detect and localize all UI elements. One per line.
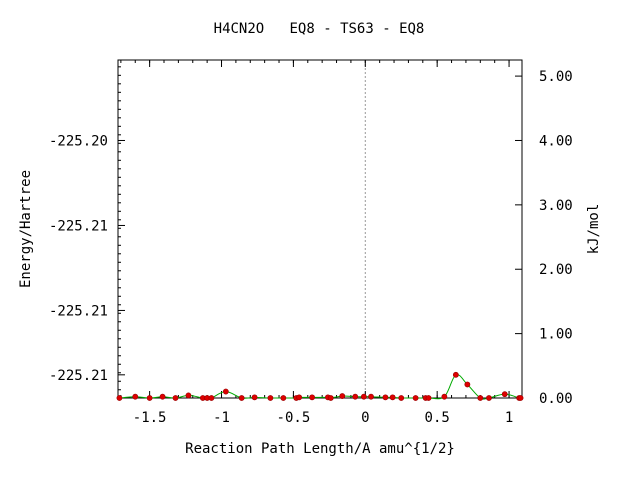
data-point bbox=[412, 395, 419, 401]
series-line bbox=[119, 374, 522, 400]
data-point bbox=[132, 393, 139, 400]
data-point bbox=[477, 395, 484, 401]
data-point bbox=[309, 394, 315, 401]
x-tick-label: 0 bbox=[361, 410, 369, 426]
data-point bbox=[146, 395, 153, 401]
y-axis-label-right: kJ/mol bbox=[586, 204, 602, 255]
x-axis-label: Reaction Path Length/A amu^{1/2} bbox=[185, 441, 455, 457]
y-tick-label-right: 3.00 bbox=[539, 198, 573, 214]
y-tick-label-right: 2.00 bbox=[539, 262, 573, 278]
y-tick-label-left: -225.20 bbox=[49, 133, 108, 149]
y-tick-label-left: -225.21 bbox=[49, 218, 108, 234]
data-point bbox=[280, 395, 287, 401]
chart-marks: -1.5 -1 -0.5 0 0.5 1 -225.20 -225.21 -225.21 -225… bbox=[49, 59, 573, 426]
x-tick-label: -1.5 bbox=[133, 410, 167, 426]
data-point bbox=[159, 393, 166, 400]
y-tick-label-right: 0.00 bbox=[539, 391, 573, 407]
data-point bbox=[251, 394, 258, 401]
data-point bbox=[296, 394, 303, 401]
data-point bbox=[441, 393, 448, 400]
y-tick-label-right: 1.00 bbox=[539, 327, 573, 343]
data-point bbox=[185, 392, 192, 399]
data-point bbox=[501, 391, 508, 398]
data-point bbox=[172, 395, 179, 401]
x-tick-label: -1 bbox=[213, 410, 230, 426]
y-tick-label-left: -225.21 bbox=[49, 303, 108, 319]
data-point bbox=[222, 388, 229, 395]
data-point bbox=[352, 393, 359, 400]
data-point bbox=[327, 395, 334, 401]
data-point bbox=[486, 395, 492, 401]
data-point bbox=[464, 381, 471, 388]
data-point bbox=[452, 371, 459, 378]
y-tick-label-right: 5.00 bbox=[539, 69, 573, 85]
y-tick-label-left: -225.21 bbox=[49, 368, 108, 384]
data-point bbox=[368, 393, 374, 400]
data-point bbox=[389, 394, 396, 401]
chart-title: H4CN2O EQ8 - TS63 - EQ8 bbox=[214, 21, 425, 37]
data-point bbox=[238, 395, 245, 401]
data-point bbox=[360, 393, 367, 400]
x-tick-label: -0.5 bbox=[277, 410, 311, 426]
x-tick-label: 0.5 bbox=[425, 410, 450, 426]
data-point bbox=[382, 394, 389, 401]
data-point bbox=[517, 395, 524, 401]
data-point bbox=[398, 395, 405, 401]
plot-frame bbox=[117, 59, 523, 399]
data-point bbox=[339, 393, 346, 399]
data-point bbox=[267, 395, 274, 401]
data-point bbox=[208, 395, 215, 401]
data-point bbox=[425, 395, 432, 401]
y-axis-label-left: Energy/Hartree bbox=[18, 170, 34, 288]
data-point bbox=[116, 395, 123, 401]
x-tick-label: 1 bbox=[505, 410, 513, 426]
y-tick-label-right: 4.00 bbox=[539, 133, 573, 149]
